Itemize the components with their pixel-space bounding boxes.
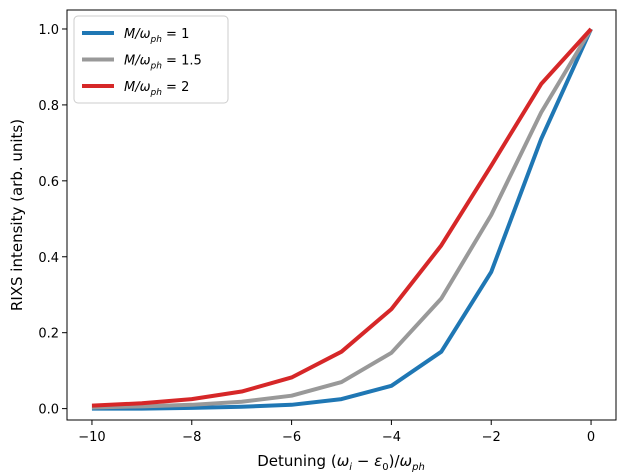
legend-label-3: M/ωph = 2 [124,80,189,98]
x-axis-label: Detuning (ωi − ε0)/ωph [257,452,425,473]
x-tick-label: 0 [587,430,595,445]
y-tick-label: 0.8 [38,99,59,114]
x-tick-label: −8 [182,430,201,445]
y-tick-label: 0.4 [38,251,59,266]
x-tick-label: −10 [78,430,105,445]
legend-label-1: M/ωph = 1 [124,27,189,45]
legend-box [73,15,229,104]
y-axis-label: RIXS intensity (arb. units) [8,119,26,311]
y-tick-label: 0.0 [38,403,59,418]
x-tick-label: −2 [482,430,501,445]
y-tick-label: 1.0 [38,23,59,38]
plot-frame [66,9,617,421]
y-tick-label: 0.2 [38,327,59,342]
y-tick-label: 0.6 [38,175,59,190]
series-line-1 [91,28,593,411]
legend: M/ωph = 1 M/ωph = 1.5 M/ωph = 2 [73,15,229,104]
legend-label-2: M/ωph = 1.5 [124,54,202,72]
series-line-3 [91,27,593,408]
x-tick-label: −6 [282,430,301,445]
series-line-2 [91,27,593,410]
x-tick-label: −4 [382,430,401,445]
